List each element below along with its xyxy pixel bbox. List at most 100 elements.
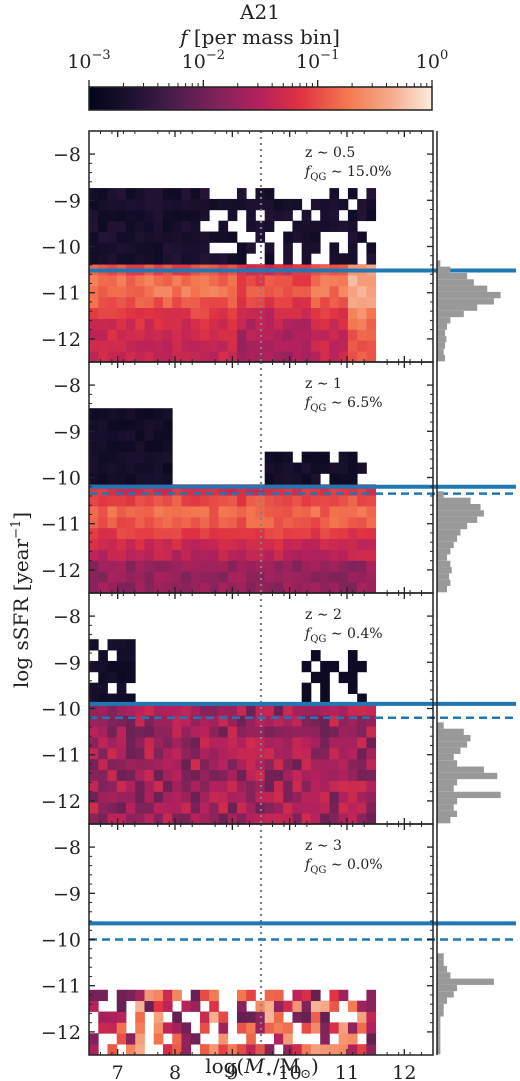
- heatmap-cell: [125, 231, 136, 243]
- heatmap-cell: [347, 791, 358, 803]
- heatmap-cell: [116, 1000, 127, 1012]
- heatmap-cell: [135, 737, 145, 749]
- histogram-bar: [437, 741, 468, 748]
- heatmap-cell: [301, 231, 312, 243]
- heatmap-cell: [107, 813, 118, 825]
- heatmap-cell: [347, 1033, 358, 1045]
- heatmap-cell: [144, 408, 155, 420]
- heatmap-cell: [181, 275, 192, 287]
- heatmap-cell: [153, 1000, 164, 1012]
- heatmap-cells: [89, 989, 377, 1056]
- heatmap-cell: [320, 1022, 330, 1034]
- heatmap-cell: [273, 351, 284, 363]
- heatmap-cell: [199, 1011, 210, 1023]
- histogram-bar: [437, 747, 461, 754]
- heatmap-cell: [172, 506, 182, 518]
- heatmap-cell: [357, 769, 367, 781]
- heatmap-cell: [98, 1022, 108, 1034]
- side-histogram: [436, 131, 501, 362]
- heatmap-cell: [89, 571, 99, 583]
- heatmap-cell: [98, 242, 108, 254]
- heatmap-cell: [162, 473, 173, 485]
- heatmap-cell: [116, 198, 127, 211]
- heatmap-cell: [329, 318, 340, 330]
- heatmap-cell: [338, 451, 349, 463]
- heatmap-cell: [153, 198, 164, 211]
- heatmap-cell: [135, 307, 145, 319]
- heatmap-cell: [144, 989, 155, 1002]
- heatmap-cell: [190, 198, 201, 211]
- heatmap-cell: [209, 275, 219, 287]
- heatmap-cell: [329, 188, 340, 200]
- heatmap-cell: [107, 429, 118, 442]
- heatmap-cell: [273, 307, 284, 319]
- heatmap-cell: [107, 351, 118, 363]
- heatmap-cell: [320, 318, 330, 330]
- heatmap-cell: [255, 340, 266, 352]
- heatmap-cell: [125, 275, 136, 287]
- heatmap-cell: [329, 484, 340, 496]
- heatmap-cell: [366, 1044, 377, 1056]
- heatmap-cell: [181, 506, 192, 518]
- heatmap-cell: [172, 791, 182, 803]
- heatmap-cell: [264, 242, 275, 254]
- heatmap-cell: [347, 231, 358, 243]
- heatmap-cell: [125, 419, 136, 431]
- heatmap-cell: [347, 758, 358, 771]
- heatmap-cell: [89, 737, 99, 749]
- heatmap-cell: [89, 758, 99, 771]
- heatmap-cell: [347, 285, 358, 298]
- histogram-bar: [437, 984, 458, 992]
- heatmap-cell: [89, 440, 99, 453]
- heatmap-cell: [283, 704, 293, 716]
- heatmap-cell: [338, 516, 349, 529]
- heatmap-cell: [181, 209, 192, 222]
- heatmap-cell: [338, 198, 349, 211]
- heatmap-cell: [273, 527, 284, 540]
- heatmap-cell: [218, 791, 229, 803]
- heatmap-cell: [116, 506, 127, 518]
- heatmap-cell: [107, 275, 118, 287]
- heatmap-cell: [125, 220, 136, 232]
- heatmap-cell: [181, 813, 192, 825]
- heatmap-cell: [181, 318, 192, 330]
- heatmap-cell: [209, 285, 219, 298]
- histogram-bar: [437, 1041, 441, 1048]
- heatmap-cell: [310, 582, 321, 594]
- heatmap-cell: [98, 209, 108, 222]
- heatmap-cell: [144, 549, 155, 561]
- heatmap-cell: [264, 484, 275, 496]
- heatmap-cell: [153, 1033, 164, 1045]
- heatmap-cell: [218, 549, 229, 561]
- heatmap-cell: [320, 285, 330, 298]
- heatmap-cell: [125, 769, 136, 781]
- heatmap-cell: [366, 296, 377, 309]
- heatmap-cell: [292, 1044, 303, 1056]
- heatmap-cell: [264, 560, 275, 572]
- heatmap-cell: [357, 737, 367, 749]
- heatmap-cell: [135, 549, 145, 561]
- heatmap-cell: [338, 726, 349, 738]
- histogram-bar: [437, 535, 458, 542]
- heatmap-cell: [199, 527, 210, 540]
- heatmap-cell: [329, 769, 340, 781]
- heatmap-cell: [310, 296, 321, 309]
- heatmap-cell: [255, 307, 266, 319]
- heatmap-cell: [218, 747, 229, 760]
- heatmap-cell: [199, 747, 210, 760]
- heatmap-cell: [329, 780, 340, 792]
- heatmap-cell: [273, 318, 284, 330]
- heatmap-cell: [236, 747, 247, 760]
- heatmap-cell: [153, 253, 164, 265]
- heatmap-cell: [181, 560, 192, 572]
- quenched-fraction-label: fQG ∼ 6.5%: [304, 395, 383, 414]
- heatmap-cell: [153, 726, 164, 738]
- heatmap-cell: [320, 538, 330, 550]
- heatmap-cell: [98, 429, 108, 442]
- heatmap-cell: [116, 429, 127, 442]
- heatmap-cell: [162, 307, 173, 319]
- heatmap-cell: [264, 285, 275, 298]
- heatmap-cell: [320, 737, 330, 749]
- heatmap-cell: [125, 1044, 136, 1056]
- heatmap-cell: [172, 296, 182, 309]
